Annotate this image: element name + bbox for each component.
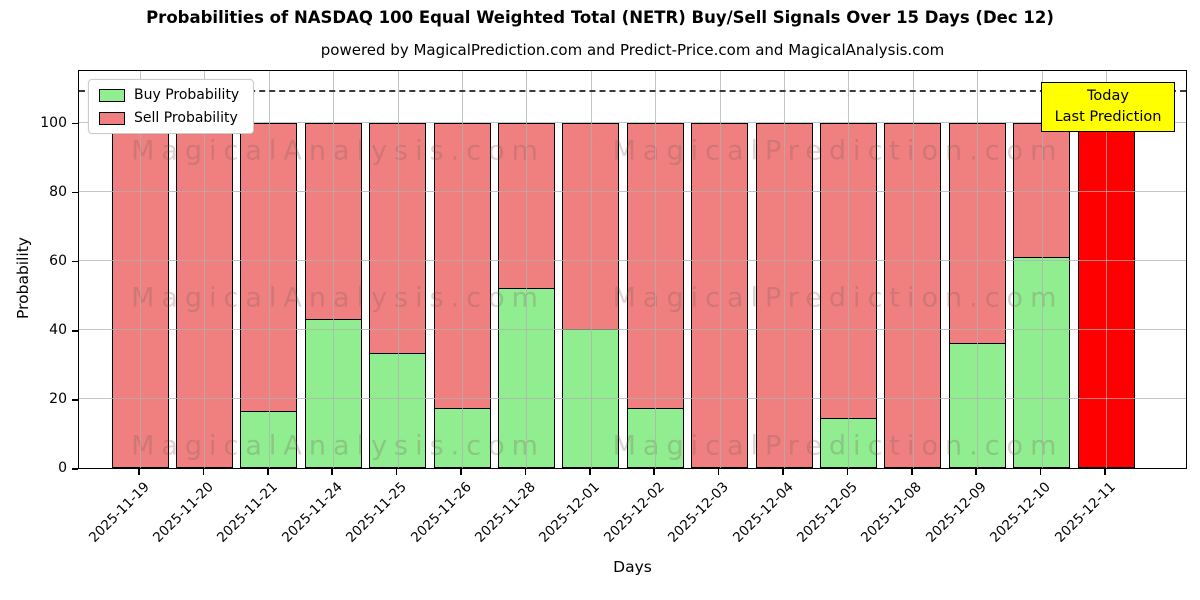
x-tick-2025-12-02 <box>653 469 655 475</box>
legend-entry-sell: Sell Probability <box>99 110 239 126</box>
today-annotation: Today Last Prediction <box>1041 82 1175 133</box>
x-tick-label-2025-12-01: 2025-12-01 <box>536 479 604 546</box>
y-tick-100 <box>72 122 78 125</box>
x-tick-2025-11-24 <box>331 469 333 475</box>
x-tick-2025-11-28 <box>524 469 527 475</box>
x-tick-2025-12-03 <box>717 469 720 475</box>
x-axis-label: Days <box>613 558 652 576</box>
y-tick-60 <box>72 260 78 263</box>
x-tick-2025-11-25 <box>395 469 398 475</box>
x-tick-2025-12-09 <box>975 469 977 475</box>
annotation-line-1: Today <box>1087 88 1129 104</box>
chart-subtitle: powered by MagicalPrediction.com and Pre… <box>320 41 945 59</box>
legend-label-sell: Sell Probability <box>134 110 238 126</box>
x-tick-label-2025-11-26: 2025-11-26 <box>407 479 475 546</box>
x-tick-label-2025-12-08: 2025-12-08 <box>858 479 926 546</box>
x-tick-2025-11-20 <box>202 469 205 475</box>
x-tick-label-2025-12-10: 2025-12-10 <box>987 479 1054 546</box>
x-tick-2025-11-26 <box>460 469 462 475</box>
x-tick-label-2025-11-19: 2025-11-19 <box>85 479 153 546</box>
x-tick-2025-11-19 <box>138 469 140 475</box>
x-tick-2025-12-01 <box>589 469 591 475</box>
y-tick-label-100: 100 <box>40 114 67 131</box>
x-tick-label-2025-12-05: 2025-12-05 <box>793 479 861 546</box>
y-tick-40 <box>72 330 78 332</box>
x-tick-label-2025-11-20: 2025-11-20 <box>149 479 217 546</box>
legend: Buy Probability Sell Probability <box>88 79 255 134</box>
legend-entry-buy: Buy Probability <box>99 87 239 103</box>
x-tick-2025-12-05 <box>846 469 849 475</box>
y-tick-label-40: 40 <box>49 321 67 338</box>
watermark-analysis-2: MagicalAnalysis.com <box>131 430 545 462</box>
y-tick-label-60: 60 <box>49 252 67 269</box>
threshold-dashed-line <box>79 90 1186 92</box>
y-tick-80 <box>72 191 78 194</box>
y-axis-label: Probability <box>14 237 32 319</box>
x-tick-label-2025-12-03: 2025-12-03 <box>665 479 732 546</box>
watermark-prediction-0: MagicalPrediction.com <box>612 135 1064 167</box>
y-tick-label-20: 20 <box>49 390 67 407</box>
x-tick-label-2025-12-04: 2025-12-04 <box>729 479 797 546</box>
x-tick-2025-12-11 <box>1104 469 1106 475</box>
y-tick-label-0: 0 <box>58 460 67 476</box>
watermark-analysis-1: MagicalAnalysis.com <box>131 282 545 314</box>
x-tick-2025-12-10 <box>1039 469 1042 475</box>
x-tick-label-2025-11-28: 2025-11-28 <box>471 479 539 546</box>
legend-label-buy: Buy Probability <box>134 87 240 103</box>
x-tick-2025-12-04 <box>782 469 784 475</box>
x-tick-2025-11-21 <box>267 469 269 475</box>
y-tick-20 <box>72 399 78 401</box>
watermark-prediction-2: MagicalPrediction.com <box>612 430 1064 462</box>
sell-color-swatch <box>99 111 125 125</box>
x-tick-label-2025-11-25: 2025-11-25 <box>343 479 410 546</box>
watermark-prediction-1: MagicalPrediction.com <box>612 282 1064 314</box>
buy-color-swatch <box>99 88 125 102</box>
chart-title: Probabilities of NASDAQ 100 Equal Weight… <box>146 8 1054 27</box>
watermark-layer: MagicalAnalysis.com MagicalPrediction.com… <box>79 71 1186 468</box>
plot-area: MagicalAnalysis.com MagicalPrediction.com… <box>78 70 1187 469</box>
y-tick-label-80: 80 <box>49 183 67 200</box>
x-tick-label-2025-12-11: 2025-12-11 <box>1051 479 1119 546</box>
x-tick-2025-12-08 <box>911 469 913 475</box>
watermark-analysis-0: MagicalAnalysis.com <box>131 135 545 167</box>
x-tick-label-2025-12-02: 2025-12-02 <box>600 479 668 546</box>
x-tick-label-2025-11-21: 2025-11-21 <box>214 479 282 546</box>
x-tick-label-2025-12-09: 2025-12-09 <box>922 479 990 546</box>
annotation-line-2: Last Prediction <box>1054 109 1162 126</box>
y-tick-0 <box>72 468 78 470</box>
x-tick-label-2025-11-24: 2025-11-24 <box>278 479 346 546</box>
